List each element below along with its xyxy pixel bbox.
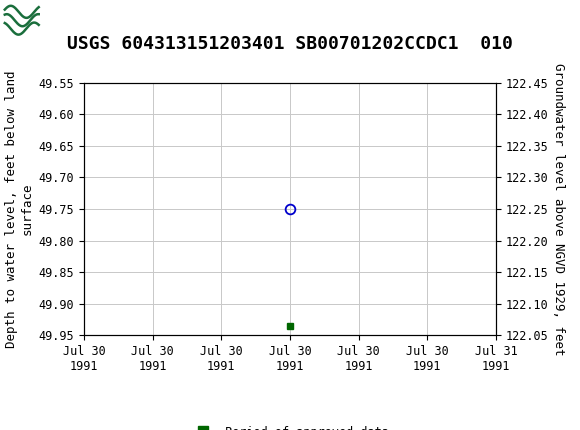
Legend: Period of approved data: Period of approved data <box>187 421 393 430</box>
Text: USGS: USGS <box>78 10 142 30</box>
Y-axis label: Groundwater level above NGVD 1929, feet: Groundwater level above NGVD 1929, feet <box>552 63 565 355</box>
Y-axis label: Depth to water level, feet below land
surface: Depth to water level, feet below land su… <box>5 70 33 348</box>
Text: USGS 604313151203401 SB00701202CCDC1  010: USGS 604313151203401 SB00701202CCDC1 010 <box>67 35 513 53</box>
FancyBboxPatch shape <box>3 3 70 37</box>
